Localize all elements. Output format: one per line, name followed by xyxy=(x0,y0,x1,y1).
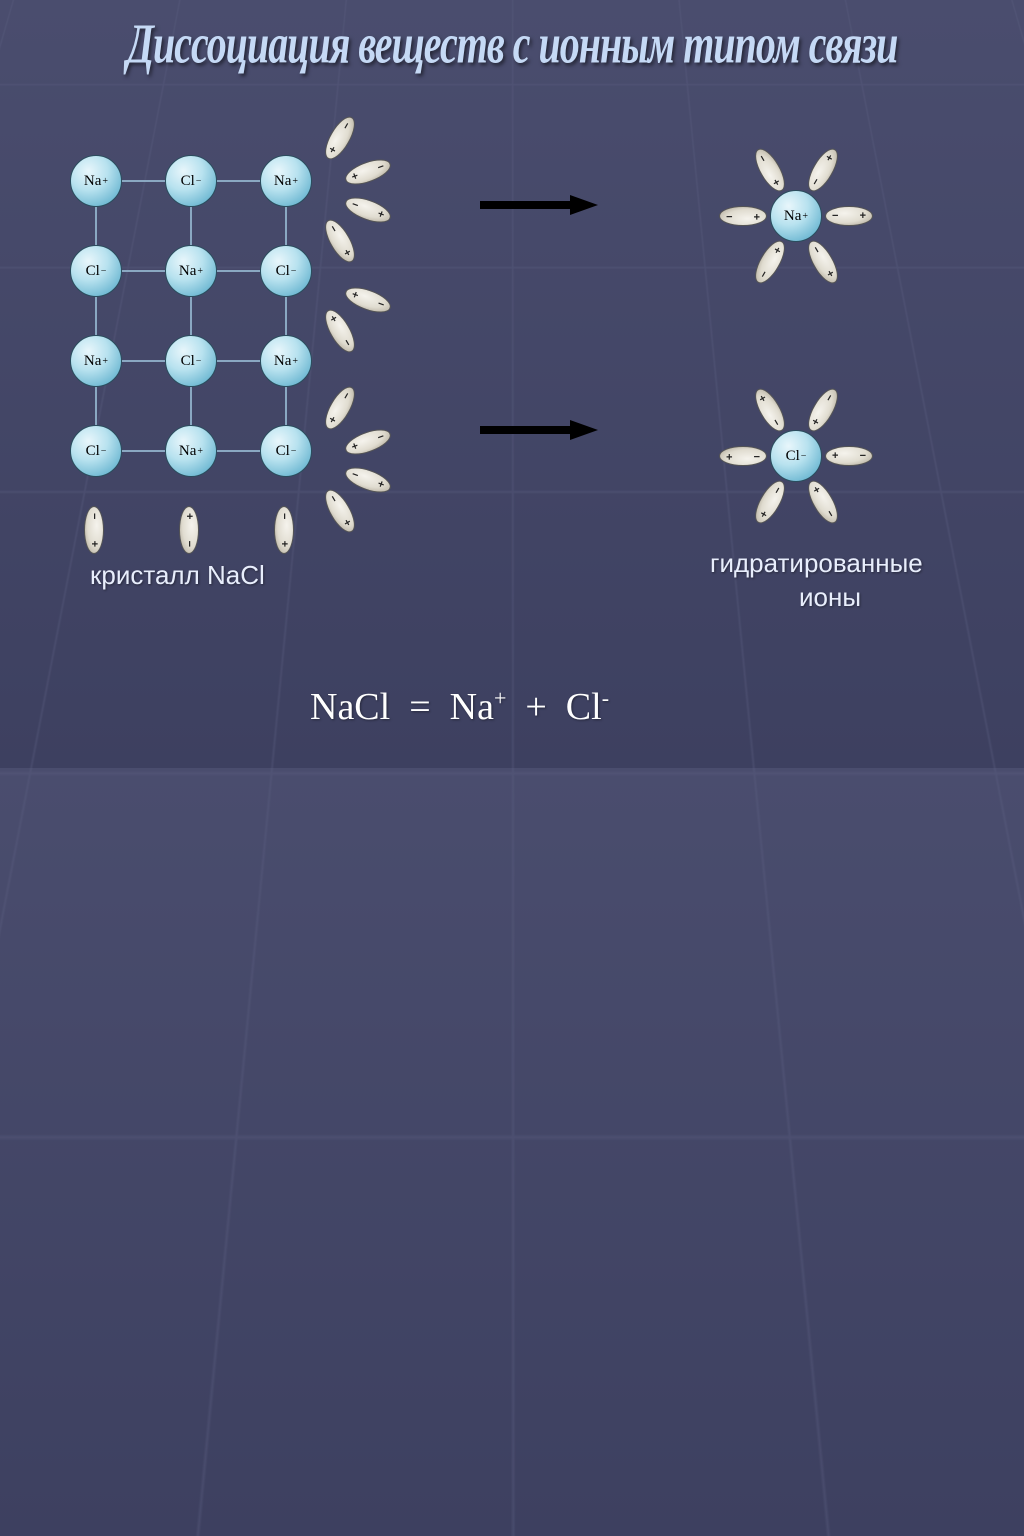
water-molecule: −+ xyxy=(719,446,767,466)
lattice-ion: Cl− xyxy=(70,245,122,297)
hydrated-center-ion: Na+ xyxy=(770,190,822,242)
lattice-ion: Na+ xyxy=(165,425,217,477)
lattice-ion: Na+ xyxy=(70,335,122,387)
water-molecule: −+ xyxy=(825,206,873,226)
background-grid xyxy=(0,0,1024,1536)
lattice-ion: Na+ xyxy=(260,155,312,207)
hydrated-center-ion: Cl− xyxy=(770,430,822,482)
arrow-icon xyxy=(480,420,600,440)
lattice-ion: Cl− xyxy=(260,245,312,297)
hydrated-label-line2: ионы xyxy=(710,582,950,613)
slide-title: Диссоциация веществ с ионным типом связи xyxy=(0,11,1024,77)
water-molecule: +− xyxy=(719,206,767,226)
lattice-ion: Cl− xyxy=(165,335,217,387)
lattice-vline xyxy=(95,181,97,451)
lattice-ion: Na+ xyxy=(260,335,312,387)
lattice-ion: Cl− xyxy=(165,155,217,207)
water-molecule: +− xyxy=(179,506,199,554)
arrow-icon xyxy=(480,195,600,215)
lattice-ion: Cl− xyxy=(70,425,122,477)
lattice-vline xyxy=(285,181,287,451)
water-molecule: −+ xyxy=(274,506,294,554)
lattice-ion: Na+ xyxy=(165,245,217,297)
water-molecule: +− xyxy=(825,446,873,466)
crystal-label: кристалл NaCl xyxy=(90,560,265,591)
lattice-ion: Cl− xyxy=(260,425,312,477)
hydrated-label-line1: гидратированные xyxy=(710,548,923,579)
lattice-vline xyxy=(190,181,192,451)
dissociation-equation: NaCl = Na+ + Cl- xyxy=(310,685,609,729)
water-molecule: −+ xyxy=(84,506,104,554)
lattice-ion: Na+ xyxy=(70,155,122,207)
